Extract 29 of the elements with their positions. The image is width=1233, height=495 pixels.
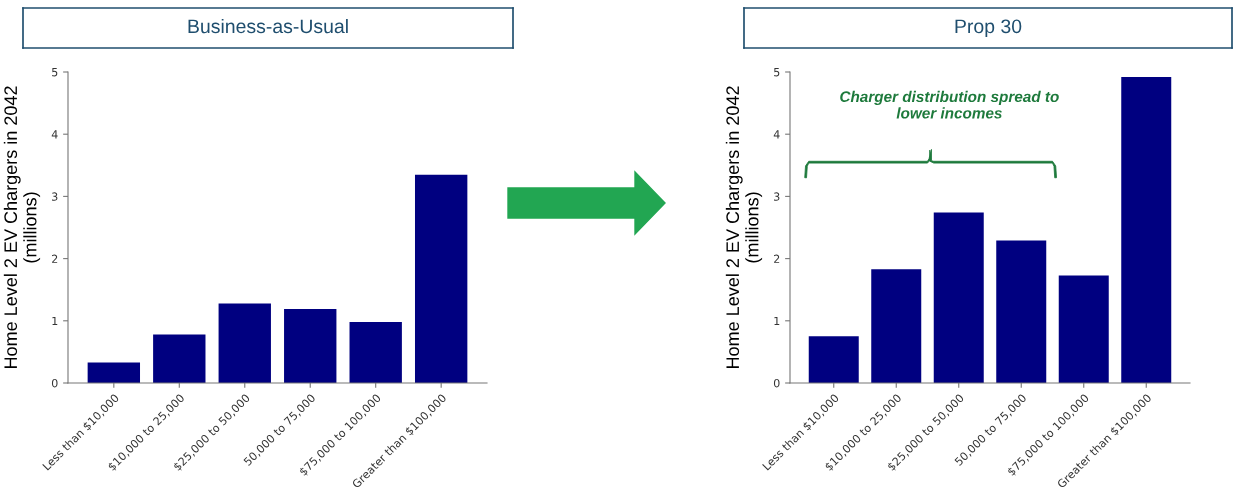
chart-title: Business-as-Usual — [188, 18, 348, 34]
y-axis-title: Home Level 2 EV Chargers in 2042 (millions) — [3, 86, 41, 369]
y-tick-label: 1 — [52, 316, 58, 326]
bar — [933, 212, 984, 383]
bar — [1058, 275, 1109, 383]
bar — [996, 240, 1047, 383]
bar — [871, 269, 922, 383]
bar — [414, 174, 468, 383]
bar — [218, 303, 271, 383]
y-tick-label: 0 — [51, 378, 58, 388]
y-tick-label: 5 — [52, 68, 58, 77]
y-tick-label: 0 — [773, 378, 780, 388]
bar — [153, 334, 206, 383]
bar — [87, 362, 141, 383]
bar — [284, 308, 337, 383]
y-tick-label: 2 — [52, 254, 58, 263]
y-axis-title: Home Level 2 EV Chargers in 2042 (millions) — [725, 86, 763, 369]
chart-title: Prop 30 — [955, 19, 1022, 38]
bar — [1121, 76, 1172, 383]
y-tick-label: 2 — [774, 254, 780, 263]
y-tick-label: 1 — [774, 316, 780, 326]
bar — [349, 322, 402, 383]
y-tick-label: 5 — [774, 68, 780, 77]
bar — [808, 336, 859, 383]
y-tick-label: 4 — [51, 130, 58, 139]
y-tick-label: 4 — [773, 130, 780, 139]
y-tick-label: 3 — [774, 192, 780, 201]
annotation: Charger distribution spread to lower incomes — [840, 90, 1059, 119]
y-tick-label: 3 — [52, 192, 58, 201]
